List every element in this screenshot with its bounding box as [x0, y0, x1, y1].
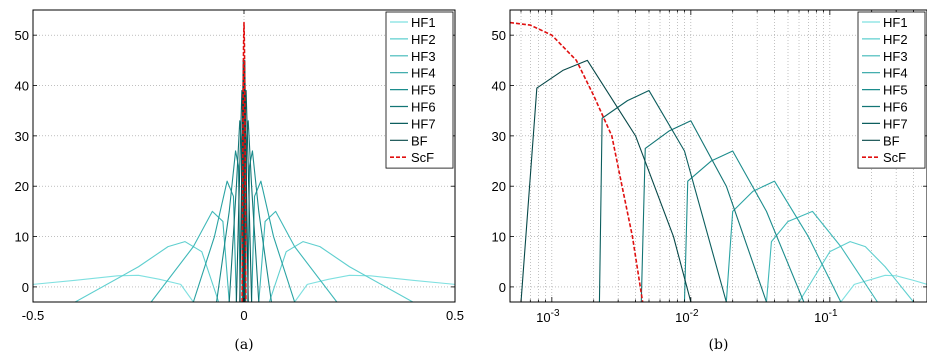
series-line-hf7 — [235, 90, 253, 302]
x-tick-label: 10-3 — [536, 308, 560, 325]
series-line-bf — [239, 59, 249, 302]
series-line-hf1 — [840, 274, 927, 302]
y-tick-label: 10 — [15, 230, 29, 245]
legend-label-scf: ScF — [883, 150, 906, 165]
series-line-bf — [520, 59, 692, 302]
series-group — [33, 21, 455, 302]
y-tick-label: 10 — [492, 230, 506, 245]
legend-label-bf: BF — [411, 133, 428, 148]
y-tick-label: 0 — [499, 280, 506, 295]
y-tick-label: 50 — [15, 28, 29, 43]
axes-box — [509, 9, 927, 303]
series-line-hf5 — [683, 150, 805, 302]
series-line-scf — [510, 21, 644, 302]
series-line-hf3 — [765, 210, 878, 302]
panel-caption: (b) — [709, 337, 729, 353]
series-group — [510, 21, 927, 302]
x-tick-label: 10-2 — [675, 308, 699, 325]
legend-label-hf2: HF2 — [883, 32, 908, 47]
y-tick-label: 30 — [15, 129, 29, 144]
legend-label-hf2: HF2 — [411, 32, 436, 47]
legend-label-hf5: HF5 — [411, 83, 436, 98]
legend-label-hf3: HF3 — [883, 49, 908, 64]
x-tick-label: 0 — [240, 308, 247, 323]
legend-label-hf3: HF3 — [411, 49, 436, 64]
series-line-hf2 — [74, 241, 414, 302]
series-line-hf1 — [33, 274, 455, 302]
legend-label-scf: ScF — [411, 150, 434, 165]
series-line-hf4 — [725, 180, 842, 302]
x-tick-label: -0.5 — [22, 308, 44, 323]
legend-label-hf5: HF5 — [883, 83, 908, 98]
series-line-scf — [241, 21, 247, 302]
legend-label-hf6: HF6 — [883, 100, 908, 115]
series-line-hf5 — [216, 150, 272, 302]
series-line-hf3 — [150, 210, 338, 302]
legend-label-bf: BF — [883, 133, 900, 148]
legend-label-hf6: HF6 — [411, 100, 436, 115]
series-line-hf4 — [192, 180, 296, 302]
y-tick-label: 30 — [492, 129, 506, 144]
legend-label-hf1: HF1 — [411, 15, 436, 30]
x-tick-label: 0.5 — [446, 308, 464, 323]
panel-a: 0 10 20 30 40 50 -0.5 0 0.5 HF1 HF2 HF3 HF4 HF5 HF6HF7… — [15, 9, 464, 353]
series-line-hf7 — [598, 90, 727, 302]
x-tick-label: 10-1 — [814, 308, 838, 325]
legend-label-hf1: HF1 — [883, 15, 908, 30]
series-line-hf6 — [640, 120, 767, 302]
y-tick-label: 20 — [492, 179, 506, 194]
y-tick-label: 40 — [492, 79, 506, 94]
legend-label-hf7: HF7 — [411, 116, 436, 131]
y-tick-label: 50 — [492, 28, 506, 43]
panel-caption: (a) — [234, 337, 253, 353]
y-tick-label: 20 — [15, 179, 29, 194]
legend-label-hf4: HF4 — [411, 66, 436, 81]
legend-label-hf7: HF7 — [883, 116, 908, 131]
series-line-hf2 — [798, 241, 914, 302]
legend-label-hf4: HF4 — [883, 66, 908, 81]
y-tick-label: 40 — [15, 79, 29, 94]
series-line-hf6 — [228, 120, 260, 302]
y-tick-label: 0 — [22, 280, 29, 295]
